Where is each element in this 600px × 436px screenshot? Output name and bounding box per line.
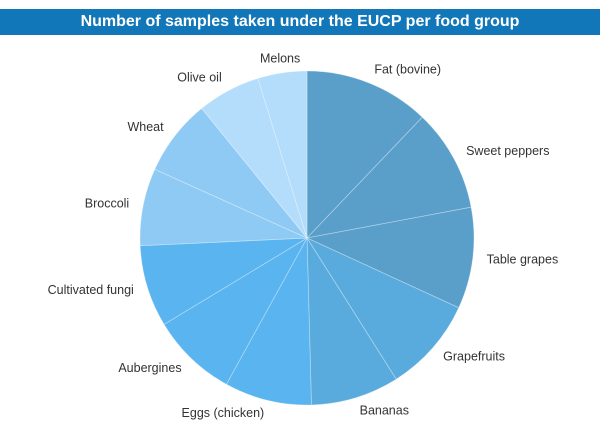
pie-label-melons: Melons xyxy=(260,51,300,65)
pie-label-aubergines: Aubergines xyxy=(118,361,181,375)
chart-title: Number of samples taken under the EUCP p… xyxy=(80,13,520,30)
pie-slices xyxy=(139,70,475,406)
pie-slice-table-grapes[interactable] xyxy=(305,206,475,309)
pie-label-eggs-chicken: Eggs (chicken) xyxy=(182,406,265,420)
pie-slice-melons[interactable] xyxy=(257,70,308,239)
pie-label-cultivated-fungi: Cultivated fungi xyxy=(48,283,134,297)
pie-slice-grapefruits[interactable] xyxy=(305,237,460,380)
pie-slice-olive-oil[interactable] xyxy=(201,77,308,239)
pie-slice-sweet-peppers[interactable] xyxy=(305,116,472,239)
pie-label-broccoli: Broccoli xyxy=(85,196,129,210)
pie-label-olive-oil: Olive oil xyxy=(177,71,221,85)
pie-slice-eggs-chicken[interactable] xyxy=(225,236,312,406)
pie-label-sweet-peppers: Sweet peppers xyxy=(466,144,549,158)
pie-label-bananas: Bananas xyxy=(360,403,409,417)
pie-label-fat-bovine: Fat (bovine) xyxy=(374,62,441,76)
pie-label-wheat: Wheat xyxy=(127,120,164,134)
pie-slice-fat-bovine[interactable] xyxy=(306,70,423,239)
pie-slice-bananas[interactable] xyxy=(306,236,397,406)
pie-slice-wheat[interactable] xyxy=(154,107,308,239)
pie-labels: Fat (bovine) Sweet peppers Table grapes Gra… xyxy=(48,51,559,420)
chart-title-bar: Number of samples taken under the EUCP p… xyxy=(0,9,600,35)
pie-label-grapefruits: Grapefruits xyxy=(443,350,505,364)
pie-label-table-grapes: Table grapes xyxy=(487,252,559,266)
pie-slice-broccoli[interactable] xyxy=(139,168,308,247)
pie-slice-cultivated-fungi[interactable] xyxy=(139,237,308,325)
pie-slice-aubergines[interactable] xyxy=(163,236,309,385)
